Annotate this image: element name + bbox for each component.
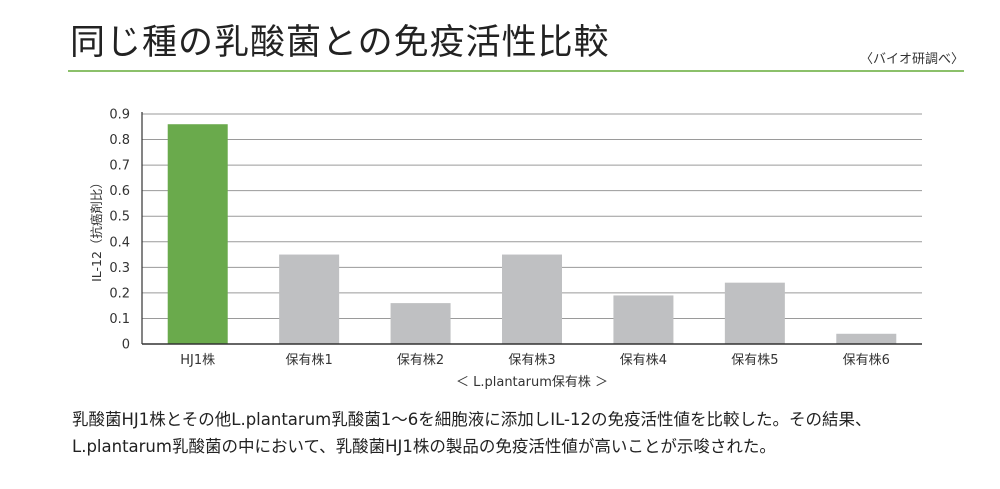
bar-chart: 0 0.1 0.2 0.3 0.4 0.5 0.6 0.7 0.8 0.9 HJ1株 保有株1 保有株2… xyxy=(89,108,922,390)
bar xyxy=(390,303,451,344)
bar xyxy=(724,282,785,344)
y-tick-label: 0.7 xyxy=(109,159,130,174)
bar xyxy=(167,124,228,344)
y-tick-label: 0.1 xyxy=(109,312,130,327)
y-axis-title: IL-12（抗癌剤比） xyxy=(89,176,104,282)
bar xyxy=(502,254,562,344)
bar xyxy=(279,254,340,344)
caption-line-2: L.plantarum乳酸菌の中において、乳酸菌HJ1株の製品の免疫活性値が高い… xyxy=(72,437,776,456)
y-tick-label: 0.3 xyxy=(109,261,130,276)
y-tick-label: 0.9 xyxy=(109,108,130,123)
y-tick-label: 0.2 xyxy=(109,286,130,301)
y-tick-label: 0 xyxy=(122,338,130,353)
y-tick-label: 0.8 xyxy=(109,133,130,148)
bar xyxy=(836,333,897,344)
page-title: 同じ種の乳酸菌との免疫活性比較 xyxy=(70,23,610,63)
source-note: 〈バイオ研調べ〉 xyxy=(859,52,964,67)
x-tick-label: 保有株2 xyxy=(397,353,444,368)
y-tick-label: 0.4 xyxy=(109,235,130,250)
title-divider xyxy=(68,70,964,72)
x-tick-label: 保有株3 xyxy=(508,353,555,368)
x-tick-label: 保有株4 xyxy=(620,353,667,368)
x-tick-label: 保有株6 xyxy=(843,353,890,368)
y-tick-label: 0.6 xyxy=(109,184,130,199)
x-axis-title: ＜ L.plantarum保有株 ＞ xyxy=(456,375,608,390)
x-tick-label: HJ1株 xyxy=(180,353,215,368)
bar xyxy=(613,295,674,344)
chart-caption: 乳酸菌HJ1株とその他L.plantarum乳酸菌1〜6を細胞液に添加しIL-1… xyxy=(72,406,982,460)
x-tick-label: 保有株1 xyxy=(286,353,333,368)
y-tick-label: 0.5 xyxy=(109,210,130,225)
caption-line-1: 乳酸菌HJ1株とその他L.plantarum乳酸菌1〜6を細胞液に添加しIL-1… xyxy=(72,410,872,429)
x-tick-label: 保有株5 xyxy=(731,353,778,368)
